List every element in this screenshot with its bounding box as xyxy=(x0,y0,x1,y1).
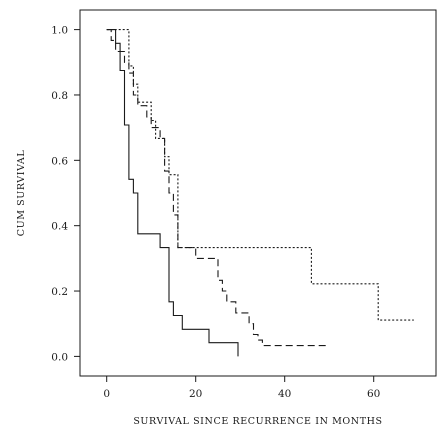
x-tick-label: 40 xyxy=(278,388,291,400)
x-axis-title: SURVIVAL SINCE RECURRENCE IN MONTHS xyxy=(133,416,382,427)
y-tick-label: 1.0 xyxy=(51,25,68,37)
series-line-dashed xyxy=(106,29,330,347)
x-tick-label: 0 xyxy=(103,388,110,400)
series-line-dotted xyxy=(106,29,414,321)
y-tick-label: 0.6 xyxy=(51,155,68,167)
y-axis: 0.0 0.2 0.4 0.6 0.8 1.0 xyxy=(51,25,80,363)
y-tick-label: 0.8 xyxy=(51,90,68,102)
x-axis: 0 20 40 60 xyxy=(103,376,380,400)
plot-frame xyxy=(79,9,437,377)
x-tick-label: 20 xyxy=(189,388,202,400)
y-tick-label: 0.2 xyxy=(51,286,68,298)
x-tick-label: 60 xyxy=(367,388,380,400)
y-axis-title: CUM SURVIVAL xyxy=(16,150,27,237)
series-layer xyxy=(106,29,414,357)
y-tick-label: 0.4 xyxy=(51,221,68,233)
series-line-solid xyxy=(106,29,239,357)
y-tick-label: 0.0 xyxy=(51,351,68,363)
